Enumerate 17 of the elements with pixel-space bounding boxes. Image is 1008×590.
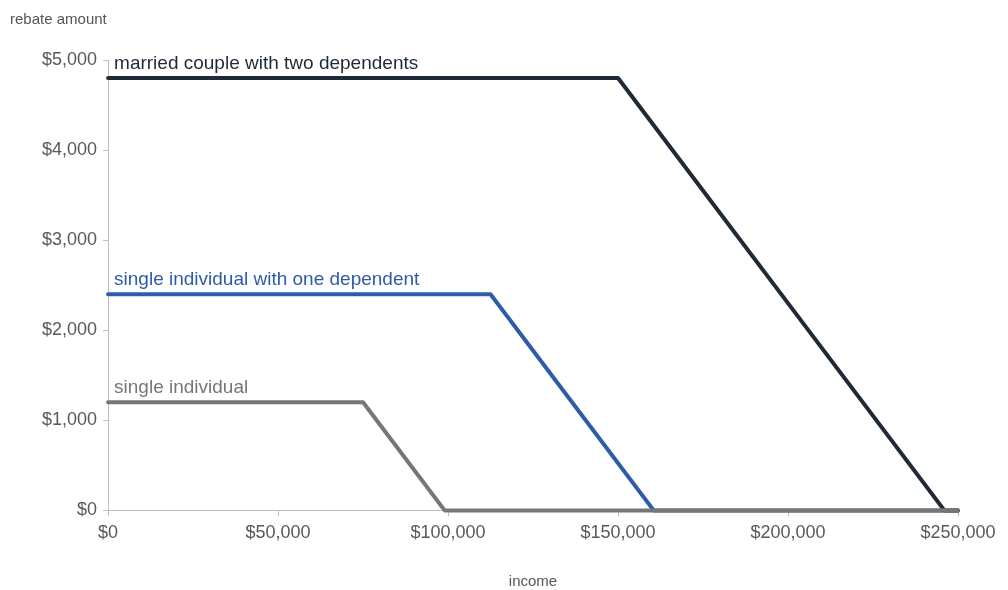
series-label: married couple with two dependents bbox=[114, 52, 419, 74]
x-tick-label: $250,000 bbox=[920, 522, 996, 543]
y-axis-title: rebate amount bbox=[10, 10, 108, 27]
x-axis-title: income bbox=[508, 572, 558, 589]
x-tick-label: $150,000 bbox=[580, 522, 656, 543]
y-tick-label: $5,000 bbox=[41, 48, 98, 69]
y-tick-label: $4,000 bbox=[41, 139, 98, 160]
y-tick-label: $1,000 bbox=[41, 409, 98, 430]
x-tick-label: $50,000 bbox=[245, 522, 311, 543]
series-label: single individual bbox=[114, 376, 249, 398]
y-tick-label: $3,000 bbox=[41, 229, 98, 250]
x-tick-label: $200,000 bbox=[750, 522, 826, 543]
y-tick-label: $2,000 bbox=[41, 319, 98, 340]
x-tick-label: $100,000 bbox=[410, 522, 486, 543]
series-label: single individual with one dependent bbox=[114, 268, 421, 290]
x-tick-label: $0 bbox=[98, 522, 119, 543]
y-tick-label: $0 bbox=[77, 499, 98, 520]
